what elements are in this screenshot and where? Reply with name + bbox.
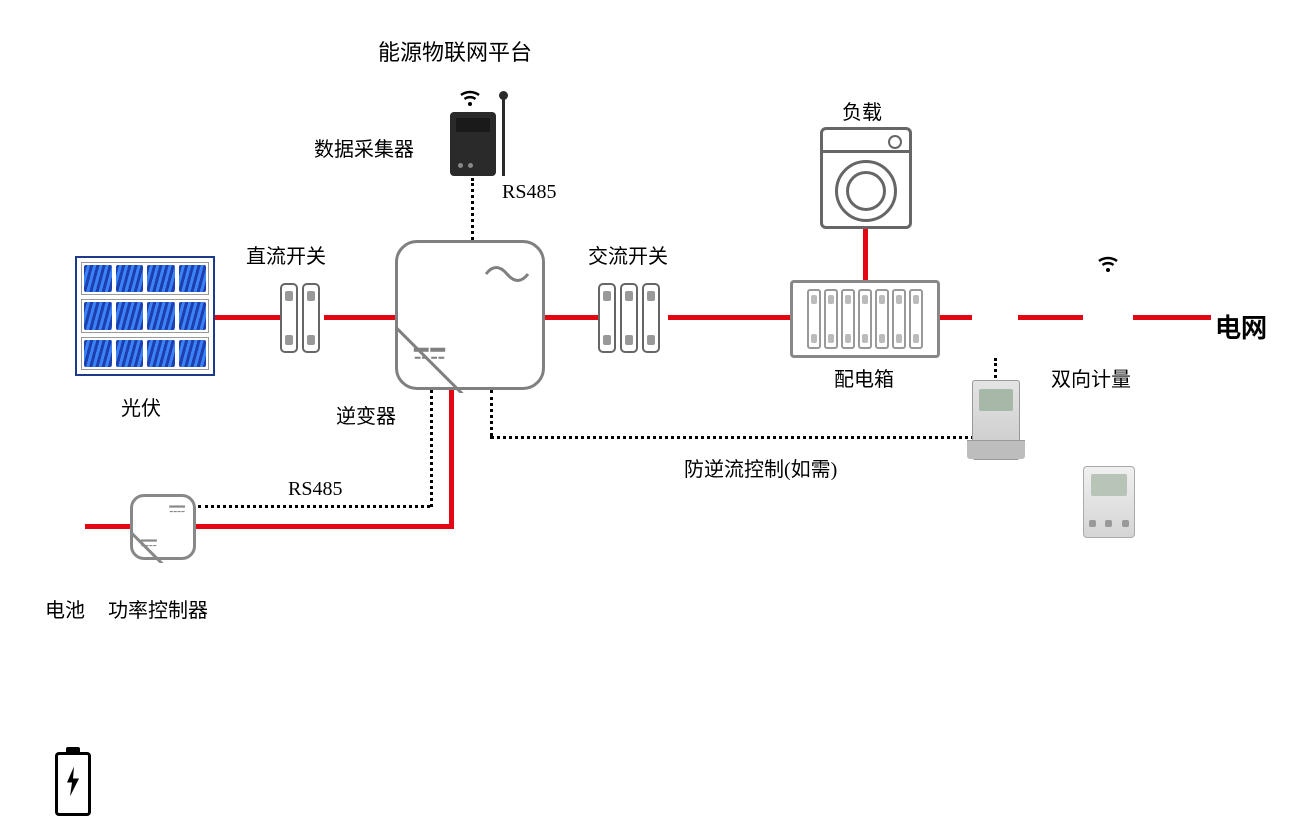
dc-switch-node bbox=[280, 283, 320, 353]
power-edge bbox=[668, 315, 790, 320]
distribution-panel-node bbox=[790, 280, 940, 358]
comm-edge bbox=[471, 178, 474, 240]
power-controller-node: ━━╌╌ ━━╌╌ bbox=[130, 494, 196, 560]
dc-symbol-icon: ━━╌╌ bbox=[414, 349, 447, 365]
battery-label: 电池 bbox=[45, 594, 85, 623]
anti-backflow-label: 防逆流控制(如需) bbox=[684, 453, 837, 482]
antenna-icon bbox=[502, 96, 505, 176]
ac-switch-node bbox=[598, 283, 660, 353]
power-edge bbox=[940, 315, 972, 320]
comm-edge bbox=[490, 436, 994, 439]
power-edge bbox=[1133, 315, 1211, 320]
rs485-top-label: RS485 bbox=[502, 181, 556, 204]
dc-symbol-icon: ━━╌╌ bbox=[169, 505, 185, 515]
inverter-label: 逆变器 bbox=[336, 400, 396, 429]
inverter-node: ━━╌╌ bbox=[395, 240, 545, 390]
dc-switch-label: 直流开关 bbox=[246, 240, 326, 269]
power-edge bbox=[449, 390, 454, 529]
wifi-icon bbox=[1096, 252, 1120, 276]
power-edge bbox=[324, 315, 395, 320]
load-node bbox=[820, 127, 912, 229]
comm-edge bbox=[430, 390, 433, 507]
solar-panel-node bbox=[75, 256, 215, 376]
power-edge bbox=[215, 315, 280, 320]
power-edge bbox=[196, 524, 454, 529]
comm-edge bbox=[198, 505, 430, 508]
bidir-meter-label: 双向计量 bbox=[1051, 363, 1131, 392]
ac-switch-label: 交流开关 bbox=[588, 240, 668, 269]
platform-title-label: 能源物联网平台 bbox=[378, 35, 532, 67]
comm-edge bbox=[490, 390, 493, 436]
din-meter-node bbox=[972, 380, 1020, 460]
data-collector-node bbox=[450, 112, 496, 176]
power-edge bbox=[863, 229, 868, 280]
bolt-icon bbox=[65, 767, 81, 802]
power-edge bbox=[545, 315, 598, 320]
battery-node bbox=[55, 752, 91, 816]
rs485-bottom-label: RS485 bbox=[288, 478, 342, 501]
ac-symbol-icon bbox=[484, 261, 530, 292]
pv-label: 光伏 bbox=[121, 392, 161, 421]
power-edge bbox=[85, 524, 130, 529]
smart-meter-node bbox=[1083, 466, 1135, 538]
data-collector-label: 数据采集器 bbox=[314, 133, 414, 162]
wifi-icon bbox=[458, 86, 482, 110]
panel-box-label: 配电箱 bbox=[834, 363, 894, 392]
load-label: 负载 bbox=[842, 96, 882, 125]
grid-label: 电网 bbox=[1215, 308, 1267, 345]
power-edge bbox=[1018, 315, 1083, 320]
dc-symbol-icon: ━━╌╌ bbox=[141, 539, 157, 549]
power-controller-label: 功率控制器 bbox=[108, 594, 208, 623]
